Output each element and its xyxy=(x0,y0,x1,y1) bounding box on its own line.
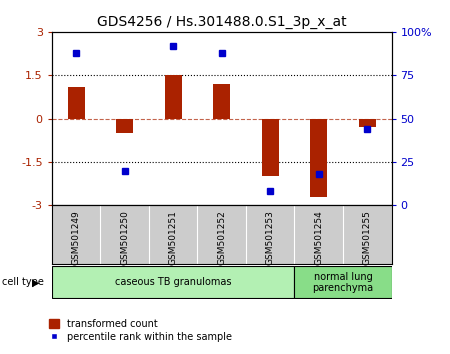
Bar xyxy=(261,119,279,176)
Text: GSM501250: GSM501250 xyxy=(120,210,129,265)
Text: normal lung
parenchyma: normal lung parenchyma xyxy=(312,272,373,293)
Bar xyxy=(116,119,133,133)
Text: caseous TB granulomas: caseous TB granulomas xyxy=(115,277,231,287)
Bar xyxy=(359,119,376,127)
Bar xyxy=(68,87,85,119)
Text: ▶: ▶ xyxy=(32,277,40,287)
Text: GSM501249: GSM501249 xyxy=(72,210,81,265)
Text: cell type: cell type xyxy=(2,277,44,287)
Bar xyxy=(213,84,230,119)
Title: GDS4256 / Hs.301488.0.S1_3p_x_at: GDS4256 / Hs.301488.0.S1_3p_x_at xyxy=(97,16,346,29)
Text: GSM501254: GSM501254 xyxy=(314,210,323,265)
Text: GSM501252: GSM501252 xyxy=(217,210,226,265)
Text: GSM501251: GSM501251 xyxy=(169,210,178,265)
FancyBboxPatch shape xyxy=(294,266,392,298)
Bar xyxy=(165,75,182,119)
Legend: transformed count, percentile rank within the sample: transformed count, percentile rank withi… xyxy=(45,315,236,346)
FancyBboxPatch shape xyxy=(52,266,294,298)
Text: GSM501255: GSM501255 xyxy=(363,210,372,265)
Text: GSM501253: GSM501253 xyxy=(266,210,274,265)
Bar xyxy=(310,119,327,197)
